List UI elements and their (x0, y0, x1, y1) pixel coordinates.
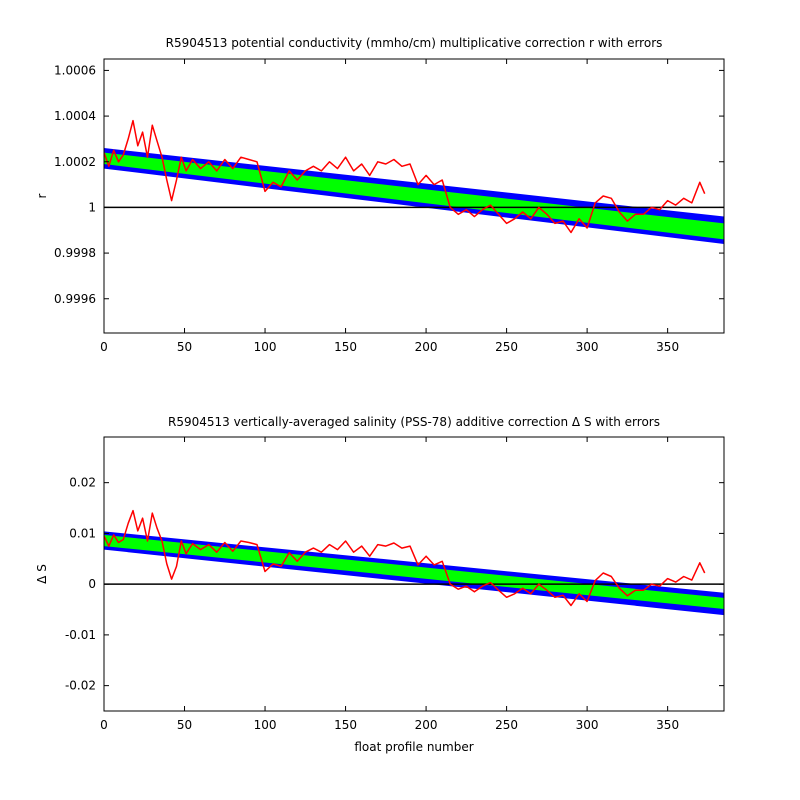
panel-1-y-axis-label: r (35, 193, 49, 198)
panel-2-x-tick-label: 150 (334, 718, 357, 732)
panel-2-x-tick-label: 300 (576, 718, 599, 732)
panel-1-y-tick-label: 1.0004 (54, 109, 96, 123)
panel-1-series-line-0 (104, 119, 706, 234)
panel-1-y-tick-label: 0.9998 (54, 246, 96, 260)
panel-2-y-tick-label: -0.01 (65, 628, 96, 642)
panel-2-x-tick-label: 200 (415, 718, 438, 732)
panel-1-y-tick-label: 1.0006 (54, 63, 96, 77)
panel-1-x-tick-label: 350 (656, 340, 679, 354)
panel-2-x-tick-label: 350 (656, 718, 679, 732)
panel-2-x-tick-label: 0 (100, 718, 108, 732)
panel-1-axes-box (103, 58, 725, 334)
panel-1-x-tick-label: 250 (495, 340, 518, 354)
panel-1-x-tick-label: 300 (576, 340, 599, 354)
panel-2-x-tick-label: 100 (254, 718, 277, 732)
panel-1-x-tick-label: 100 (254, 340, 277, 354)
panel-2-y-tick-label: 0.01 (69, 526, 96, 540)
panel-2-series-line-0 (104, 509, 706, 607)
panel-1-x-tick-label: 150 (334, 340, 357, 354)
panel-2-y-tick-label: 0 (88, 577, 96, 591)
panel-1-x-tick-label: 200 (415, 340, 438, 354)
panel-1-y-tick-label: 1 (88, 200, 96, 214)
panel-2-axes-box (103, 436, 725, 712)
panel-1-y-tick-label: 1.0002 (54, 155, 96, 169)
panel-2-y-tick-label: 0.02 (69, 476, 96, 490)
panel-1-x-tick-label: 50 (177, 340, 192, 354)
panel-1-plot-area (104, 119, 724, 244)
panel-1-title: R5904513 potential conductivity (mmho/cm… (166, 36, 663, 50)
panel-2-y-axis-label: Δ S (35, 564, 49, 584)
panel-2-x-tick-label: 50 (177, 718, 192, 732)
panel-2-title: R5904513 vertically-averaged salinity (P… (168, 415, 660, 429)
panel-2-y-tick-label: -0.02 (65, 679, 96, 693)
panel-2-plot-area (104, 509, 724, 616)
panel-2-x-tick-label: 250 (495, 718, 518, 732)
panel-1-y-tick-label: 0.9996 (54, 292, 96, 306)
panel-1-x-tick-label: 0 (100, 340, 108, 354)
panel-1-fit-band (104, 152, 724, 240)
panel-2-x-axis-label: float profile number (354, 740, 473, 754)
